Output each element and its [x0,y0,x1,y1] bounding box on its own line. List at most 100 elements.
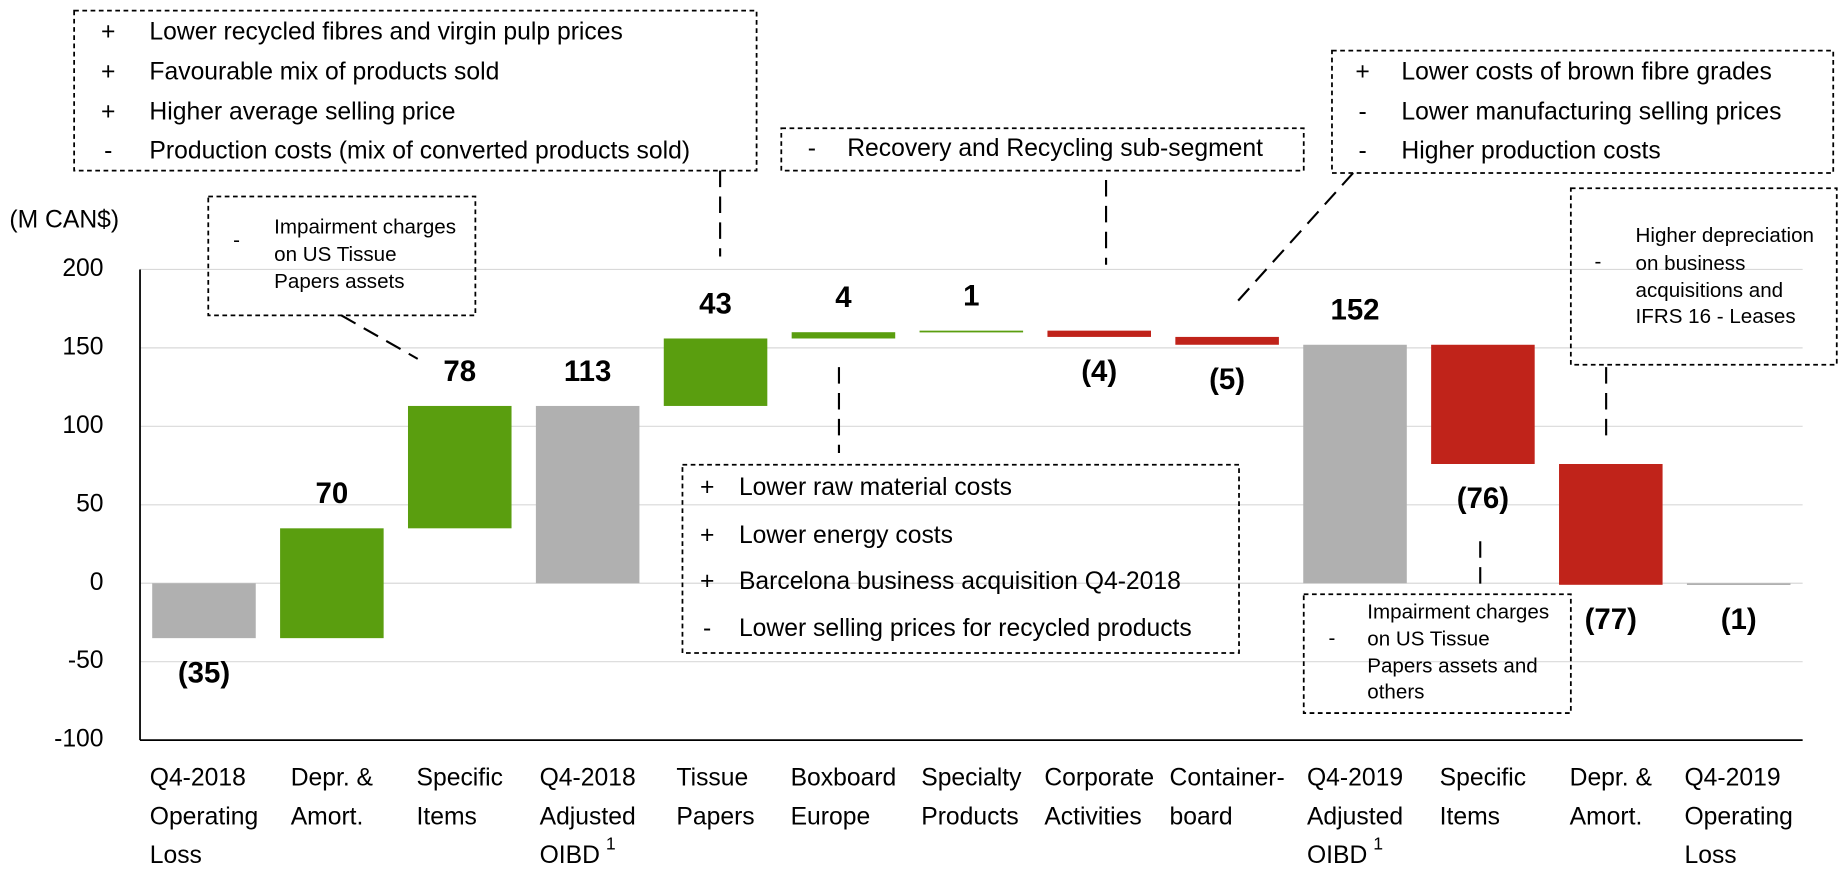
annotation: + Lower recycled fibres and virgin pulp p… [73,9,758,257]
x-tick-label: Products [921,803,1018,830]
value-label: 78 [443,355,476,388]
chart-body: (M CAN$) -100 -50 0 50 100 150 200 (35) 70 78 113 4… [9,9,1838,869]
annotation-sign: + [700,474,714,501]
category-label: Tissue Papers [676,764,754,830]
annotation-text: Lower raw material costs [739,474,1012,501]
y-tick-label: 50 [76,490,103,517]
category-label: Specialty Products [921,764,1022,830]
annotation-text: Lower manufacturing selling prices [1401,98,1781,125]
annotation-sign: + [101,98,115,125]
annotation-text: Lower selling prices for recycled produc… [739,615,1192,642]
annotation-sign: - [808,135,816,162]
value-label: (4) [1081,355,1117,388]
x-tick-label: Items [1440,803,1500,830]
category-label: Container-board [1169,764,1284,830]
value-label: (35) [178,656,230,689]
x-tick-label: Adjusted [1307,803,1403,830]
annotation: + Lower costs of brown fibre grades - Lower… [1234,49,1835,305]
x-tick-label: Operating [150,803,258,830]
y-tick-label: -100 [54,726,103,753]
x-tick-label: Amort. [1570,803,1643,830]
category-label: Q4-2018 Operating Loss [150,764,258,869]
annotation-sign: - [703,615,711,642]
category-label: Depr. & Amort. [291,764,374,830]
x-tick-label: Container- [1169,764,1284,791]
annotation-sign: + [101,58,115,85]
bar [1559,463,1663,585]
x-tick-label: Specific [417,764,503,791]
annotation-sign: - [1329,626,1336,649]
annotation-text: acquisitions and [1636,279,1784,302]
footnote-mark: 1 [1373,833,1383,853]
value-label: (1) [1721,603,1757,636]
annotation-text: Papers assets [274,270,404,293]
annotation-text: Higher depreciation [1636,224,1814,247]
annotation-sign: + [1355,58,1369,85]
annotation-text: Recovery and Recycling sub-segment [847,135,1263,162]
annotation-box [681,463,1240,654]
annotation-text: on US Tissue [274,243,396,266]
x-tick-label: Operating [1684,803,1792,830]
y-tick-label: 100 [62,412,103,439]
x-tick-label: Tissue [676,764,748,791]
category-label: Q4-2019 Operating Loss [1684,764,1792,869]
category-label: Depr. & Amort. [1570,764,1653,830]
x-tick-label: Adjusted [540,803,636,830]
bar [152,583,256,639]
y-tick-label: 0 [90,569,104,596]
annotation-text: on US Tissue [1367,628,1489,651]
x-tick-label: Q4-2018 [540,764,636,791]
value-label: (77) [1585,603,1637,636]
annotation-text: Higher production costs [1401,137,1660,164]
bar [280,528,384,639]
value-label: 152 [1330,294,1379,327]
bar [919,330,1024,333]
annotation: - Higher depreciation on business acquisiti… [1569,187,1838,443]
value-label: (76) [1457,482,1509,515]
x-tick-label: Corporate [1044,764,1154,791]
y-tick-label: -50 [68,647,104,674]
annotation-text: Lower costs of brown fibre grades [1401,58,1772,85]
annotation-text: Barcelona business acquisition Q4-2018 [739,568,1181,595]
category-label: Corporate Activities [1044,764,1154,830]
x-tick-label: Specialty [921,764,1022,791]
annotation-sign: - [233,229,240,252]
annotation-text: Papers assets and [1367,655,1537,678]
annotation-text: others [1367,680,1424,703]
bar [1303,344,1407,584]
value-label: 4 [835,281,852,314]
annotation-text: Impairment charges [274,216,456,239]
annotation-text: Production costs (mix of converted produ… [149,137,690,164]
annotation-sign: - [104,137,112,164]
annotation-sign: + [700,568,714,595]
bar [1175,336,1279,345]
x-tick-label: OIBD [540,842,600,869]
footnote-mark: 1 [606,833,616,853]
x-tick-label: Specific [1440,764,1526,791]
bar [1431,344,1535,464]
annotation-sign: - [1358,98,1366,125]
annotation-connector [1234,172,1354,305]
bar [1686,583,1791,585]
annotation: - Recovery and Recycling sub-segment [780,127,1305,265]
annotation-sign: - [1358,137,1366,164]
bar [663,338,768,406]
value-label: (5) [1209,363,1245,396]
x-tick-label: Q4-2019 [1684,764,1780,791]
category-label: Specific Items [1440,764,1526,830]
bar [407,405,512,529]
annotation-text: Impairment charges [1367,600,1549,623]
annotation-text: Lower recycled fibres and virgin pulp pr… [149,18,622,45]
annotation: - Impairment charges on US Tissue Papers as… [1302,541,1572,714]
x-tick-label: Depr. & [291,764,374,791]
annotation-sign: + [700,522,714,549]
annotation-text: Lower energy costs [739,522,953,549]
x-tick-label: Activities [1044,803,1141,830]
x-tick-label: Amort. [291,803,364,830]
annotation-text: Higher average selling price [149,98,455,125]
category-label: Specific Items [417,764,503,830]
annotation: - Impairment charges on US Tissue Papers as… [207,195,477,360]
category-label: Q4-2018 Adjusted OIBD 1 [540,764,636,869]
